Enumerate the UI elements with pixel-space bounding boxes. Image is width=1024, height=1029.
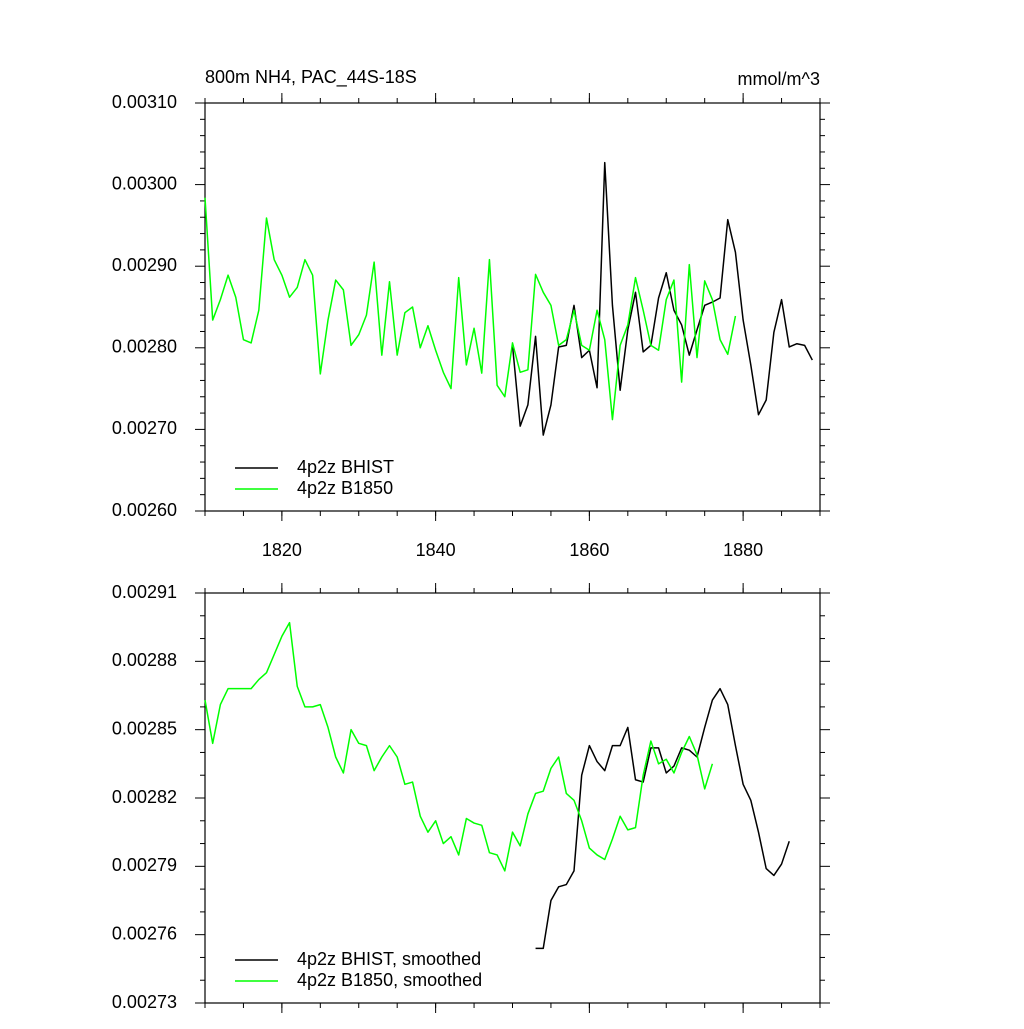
x-tick-label: 1880 [723,540,763,560]
legend-label: 4p2z B1850, smoothed [297,970,482,990]
units-label: mmol/m^3 [738,69,820,89]
y-tick-label: 0.00310 [112,92,177,112]
y-tick-label: 0.00270 [112,418,177,438]
chart-title: 800m NH4, PAC_44S-18S [205,67,417,88]
y-tick-label: 0.00290 [112,255,177,275]
series-line [204,621,714,872]
y-tick-label: 0.00285 [112,718,177,738]
y-tick-label: 0.00300 [112,173,177,193]
y-tick-label: 0.00291 [112,582,177,602]
series-line [511,161,813,436]
plot-frame [204,102,821,512]
legend-label: 4p2z B1850 [297,478,393,498]
y-tick-label: 0.00280 [112,337,177,357]
y-tick-label: 0.00288 [112,650,177,670]
y-tick-label: 0.00276 [112,923,177,943]
x-tick-label: 1860 [569,540,609,560]
plot-frame [204,592,821,1004]
y-tick-label: 0.00282 [112,787,177,807]
y-tick-label: 0.00279 [112,855,177,875]
series-line [535,687,790,950]
y-tick-label: 0.00260 [112,500,177,520]
series-line [204,197,737,421]
legend-label: 4p2z BHIST [297,457,394,477]
x-tick-label: 1840 [416,540,456,560]
legend-label: 4p2z BHIST, smoothed [297,949,481,969]
y-tick-label: 0.00273 [112,992,177,1012]
x-tick-label: 1820 [262,540,302,560]
